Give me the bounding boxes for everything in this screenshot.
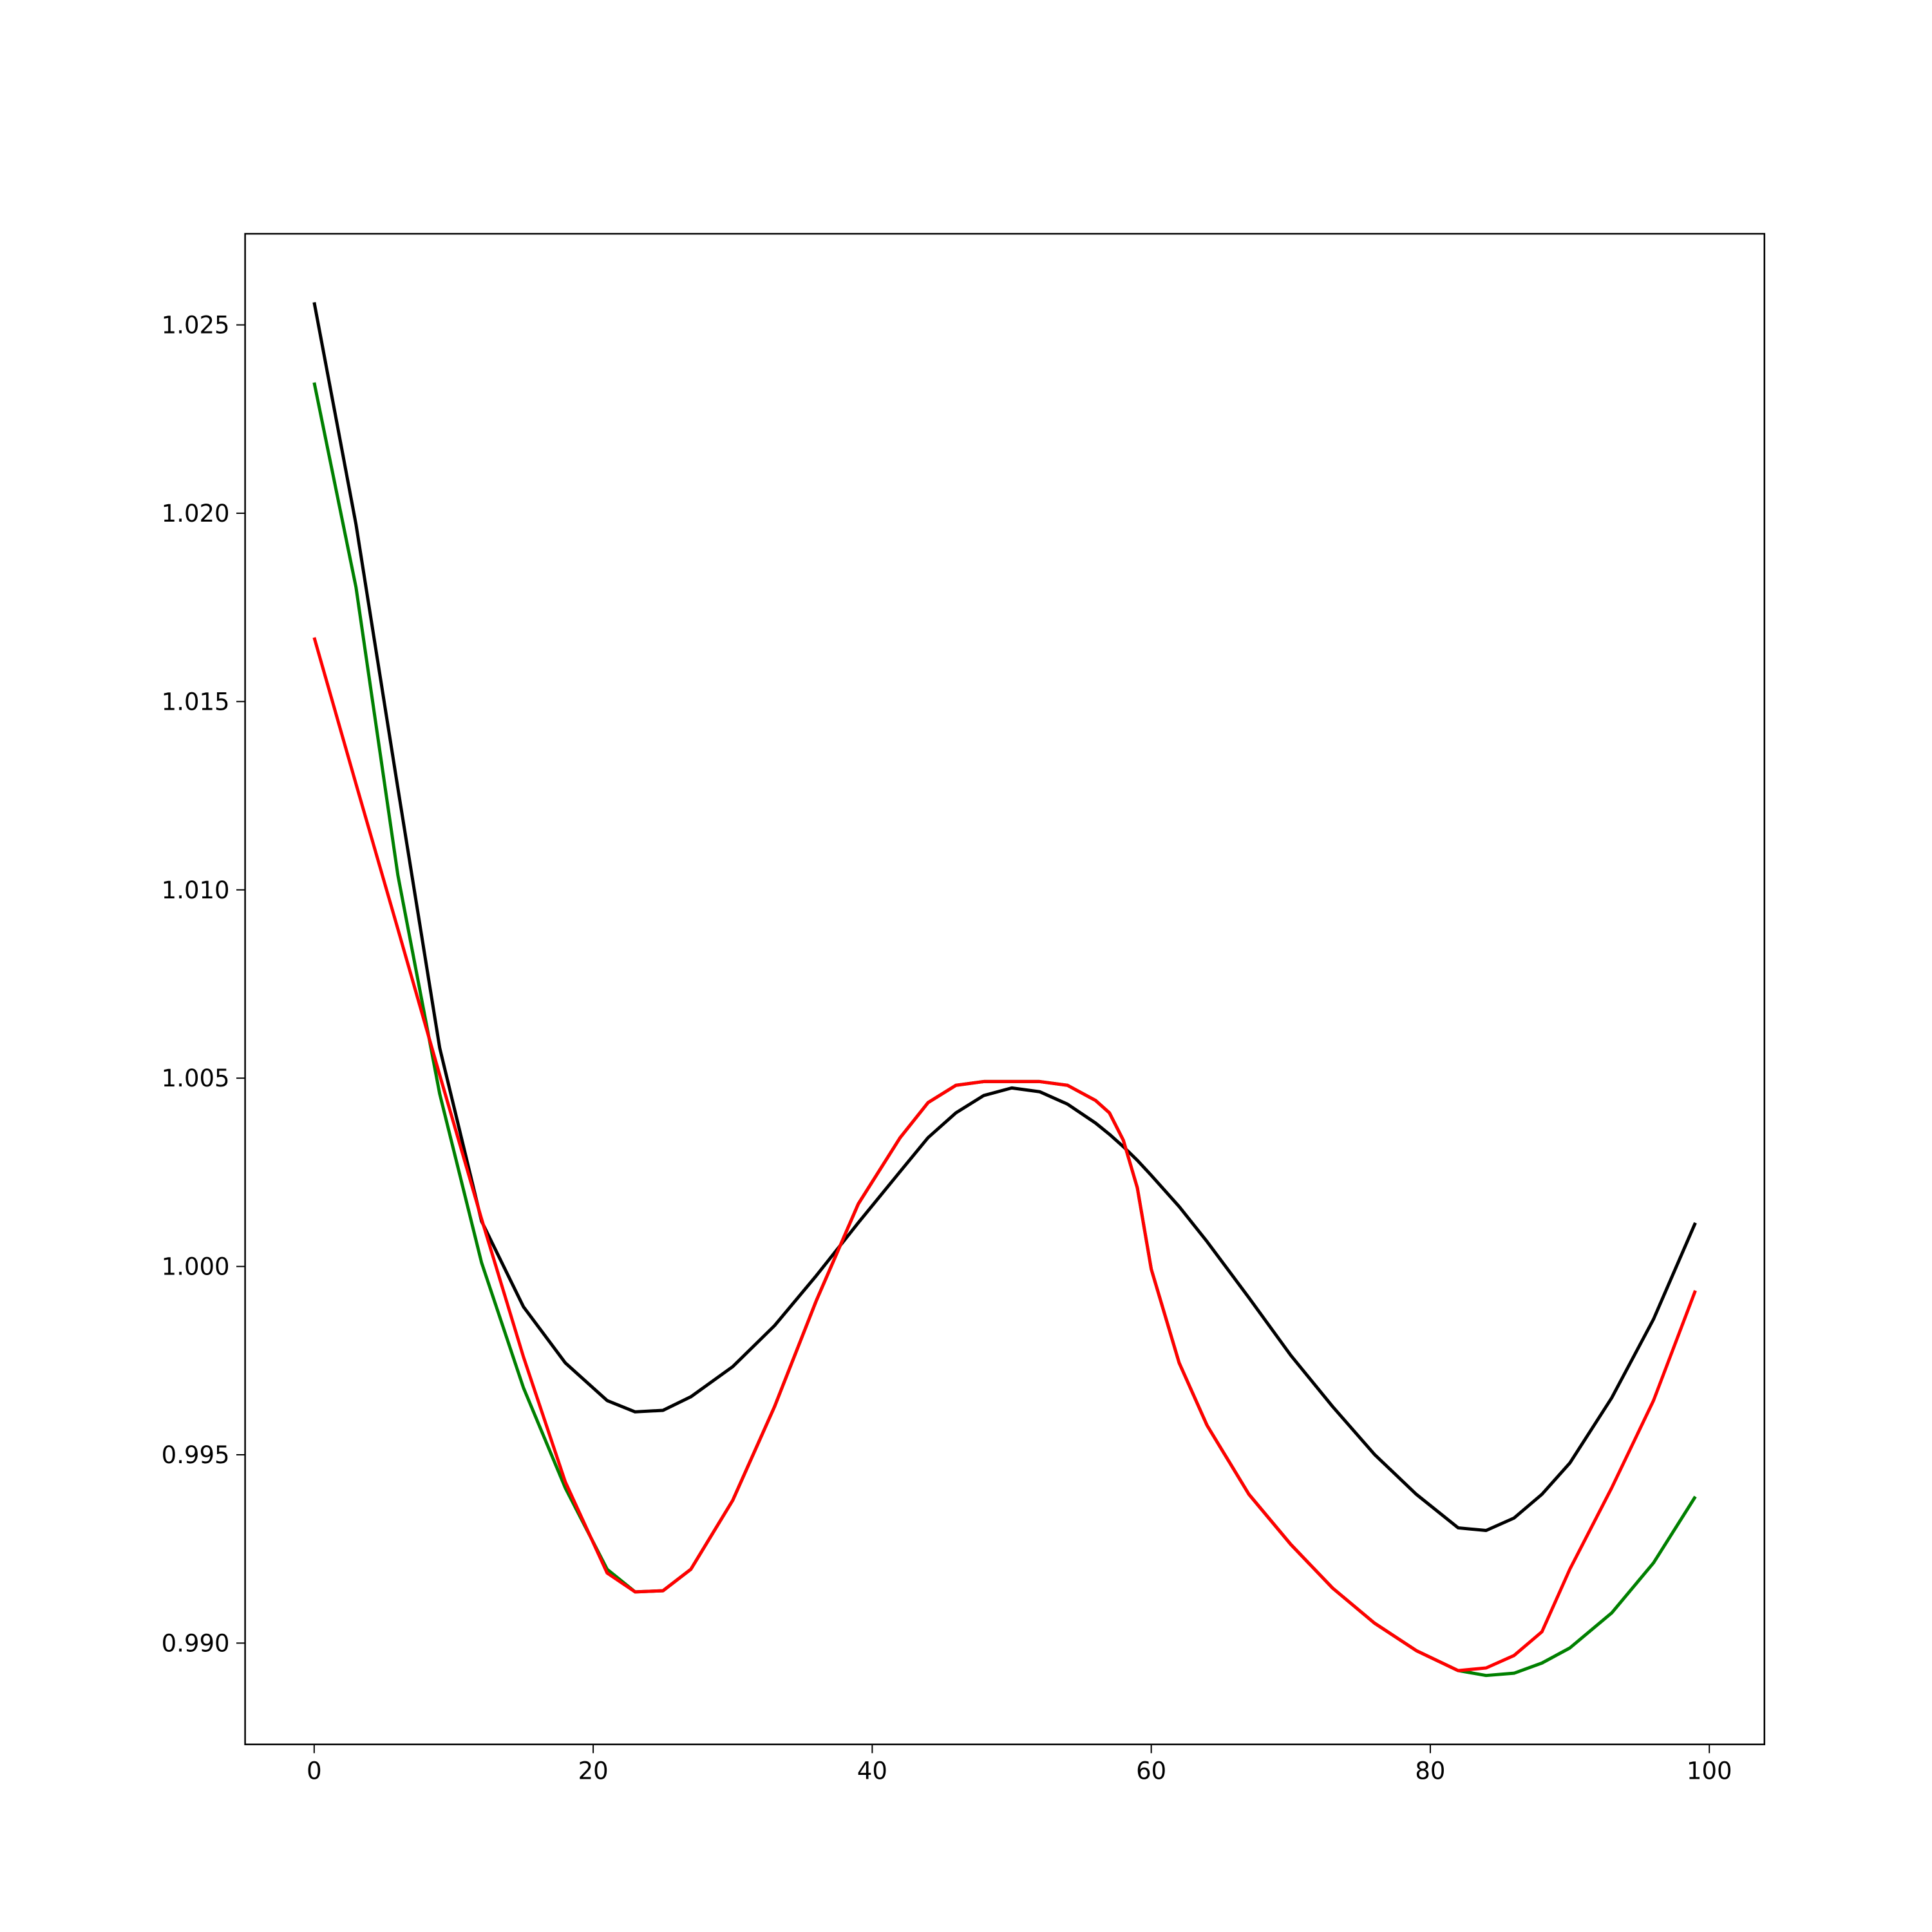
x-tick-label: 80 [1415, 1757, 1445, 1785]
x-tick-label: 20 [578, 1757, 609, 1785]
plot-frame [244, 232, 1766, 1745]
data-line [312, 637, 1697, 1672]
y-tick-label: 1.015 [162, 688, 230, 715]
x-tick-label: 0 [307, 1757, 322, 1785]
y-tick-label: 1.000 [162, 1253, 230, 1281]
y-tick-label: 0.995 [162, 1441, 230, 1469]
x-tick-label: 40 [857, 1757, 887, 1785]
y-tick-label: 0.990 [162, 1629, 230, 1657]
y-tick-label: 1.020 [162, 500, 230, 527]
y-tick-label: 1.005 [162, 1065, 230, 1092]
y-tick-label: 1.010 [162, 876, 230, 904]
y-tick-label: 1.025 [162, 312, 230, 339]
x-tick-label: 100 [1687, 1757, 1732, 1785]
x-tick-label: 60 [1136, 1757, 1166, 1785]
data-line [312, 301, 1697, 1533]
